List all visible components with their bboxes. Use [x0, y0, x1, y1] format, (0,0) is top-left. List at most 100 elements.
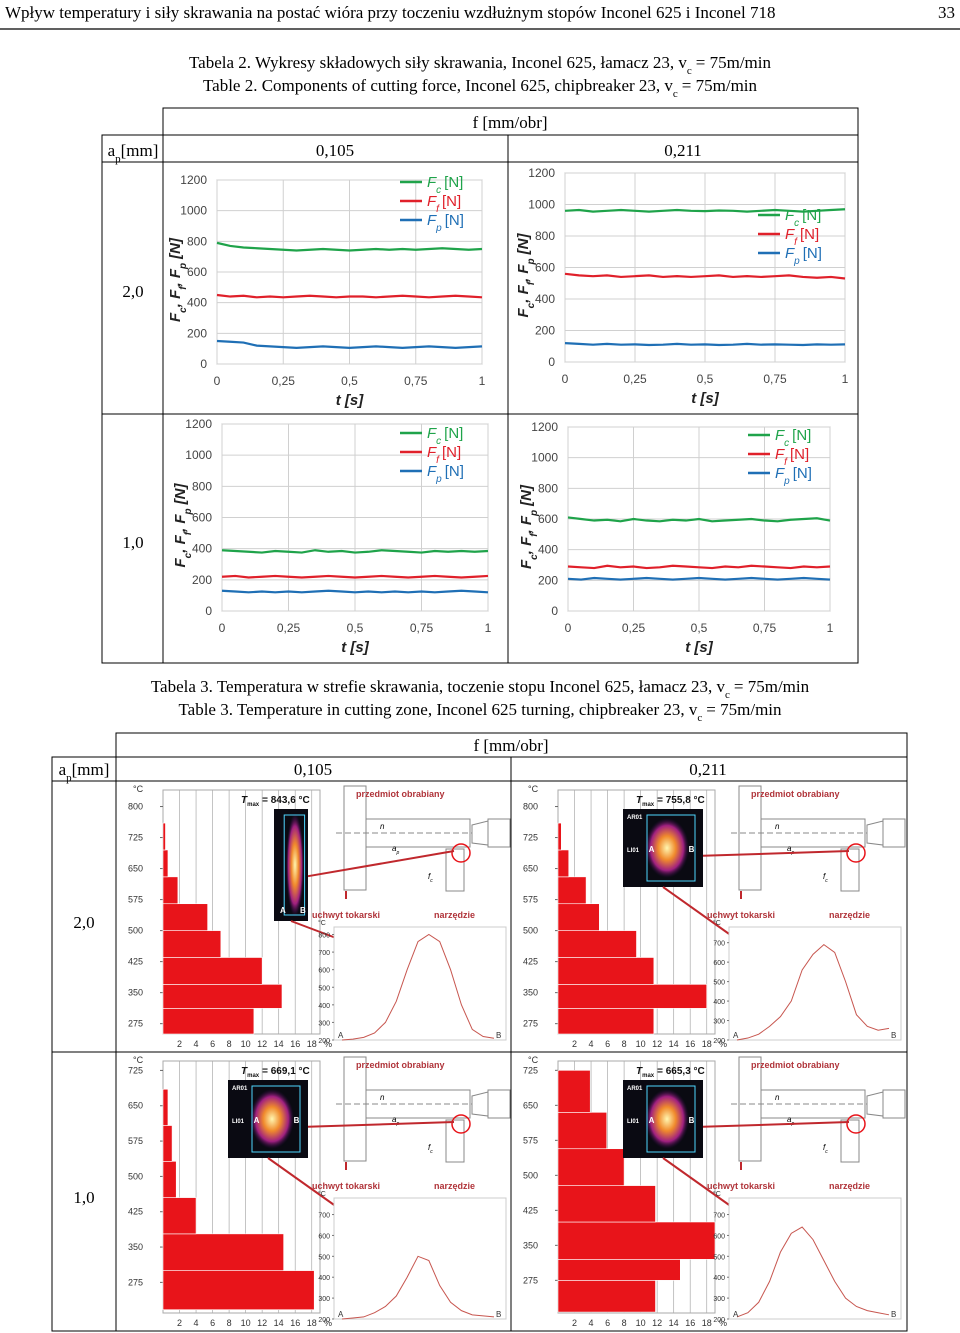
x-tick-label: 0,25 [623, 372, 647, 386]
profile-tick-label: 600 [318, 968, 330, 975]
tool-holder [445, 1119, 465, 1163]
legend-symbol: F [427, 463, 437, 480]
y-tick-label: 575 [128, 895, 143, 905]
y-label-part: F [167, 312, 184, 322]
x-tick-label: 2 [572, 1318, 577, 1328]
text-tail: [mm] [72, 760, 110, 779]
legend-symbol: F [785, 245, 795, 262]
roi-frame [646, 1085, 696, 1153]
histogram-bar [557, 849, 570, 878]
y-label-sub: c [183, 552, 194, 558]
profile-area [728, 1197, 902, 1320]
tmax-value: = 755,8 °C [657, 795, 705, 806]
x-unit: % [719, 1039, 727, 1049]
y-tick-label: 650 [523, 864, 538, 874]
histogram-bar [557, 822, 562, 851]
main-text: Table 2. Components of cutting force, In… [203, 76, 673, 95]
tmax-symbol: T [241, 795, 248, 806]
y-tick-label: 575 [523, 895, 538, 905]
y-unit: °C [133, 784, 144, 794]
legend-sub: c [436, 185, 441, 196]
image-label: AR01 [232, 1086, 248, 1092]
y-label-part: F [172, 558, 189, 568]
heat-spot [645, 818, 689, 878]
profile-tick-label: 700 [318, 950, 330, 957]
y-tick-label: 575 [128, 1136, 143, 1146]
histogram-bar [557, 1070, 591, 1113]
cutting-zone [846, 843, 866, 863]
force-line [221, 589, 489, 594]
page-number: 33 [938, 3, 955, 22]
workpiece-label: przedmiot obrabiany [356, 1060, 445, 1070]
histogram-bar [557, 1008, 655, 1035]
tmax-sub: max [642, 802, 655, 808]
heat-spot [286, 813, 304, 917]
y-tick-label: 200 [187, 326, 207, 340]
profile-tick-label: 700 [713, 941, 725, 948]
tmax-label: Tmax = 755,8 °C [636, 795, 705, 808]
x-tick-label: 1 [827, 621, 834, 635]
chuck [343, 1056, 367, 1162]
y-label-sub: f [526, 280, 537, 285]
histogram-bar [162, 984, 283, 1009]
tmax-value: = 665,3 °C [657, 1066, 705, 1077]
y-tick-label: 800 [192, 479, 212, 493]
y-tick-label: 800 [538, 481, 558, 495]
cutting-zone [451, 1114, 471, 1134]
x-tick-label: 0,75 [410, 621, 434, 635]
roi-frame [251, 1085, 301, 1153]
y-axis-label: Fc, Ff, Fp[N] [172, 482, 194, 567]
legend-entry: Fp [N] [775, 465, 812, 487]
y-label-part: , F [518, 515, 535, 534]
tool [471, 820, 489, 846]
x-tick-label: 8 [227, 1318, 232, 1328]
profile-tick-label: 300 [318, 1020, 330, 1027]
profile-tick-label: 400 [318, 1003, 330, 1010]
main-text: a [392, 1115, 397, 1124]
force-line [564, 208, 846, 213]
image-label: AR01 [627, 815, 643, 821]
main-text: f [823, 872, 826, 881]
profile-tick-label: 300 [318, 1296, 330, 1303]
tmax-label: Tmax = 665,3 °C [636, 1066, 705, 1079]
feed-label: fc [428, 1143, 433, 1155]
image-label: A [280, 906, 286, 915]
x-tick-label: 6 [210, 1318, 215, 1328]
text-tail: = 75m/min [682, 76, 758, 95]
x-axis-label: t [s] [691, 390, 720, 407]
profile-end: B [891, 1310, 896, 1319]
arrow [307, 850, 455, 878]
legend-unit: [N] [445, 212, 464, 229]
y-tick-label: 1200 [531, 420, 558, 434]
y-tick-label: 600 [535, 261, 555, 275]
tool-label: narzędzie [434, 1181, 475, 1191]
subscript: c [825, 878, 828, 884]
x-tick-label: 10 [636, 1039, 646, 1049]
y-tick-label: 0 [205, 604, 212, 618]
workpiece-label: przedmiot obrabiany [751, 789, 840, 799]
histogram-bar [162, 1197, 197, 1235]
legend-sub: f [436, 455, 440, 466]
force-line [216, 293, 483, 299]
main-text: Tabela 2. Wykresy składowych siły skrawa… [189, 53, 687, 72]
column-header: f [mm/obr] [472, 113, 547, 132]
column-label: 0,105 [316, 141, 354, 160]
histogram-bar [162, 1233, 284, 1271]
profile-tick-label: 300 [713, 1296, 725, 1303]
heat-spot [645, 1089, 689, 1149]
force-line [564, 272, 846, 280]
column-label: 0,211 [689, 760, 727, 779]
y-tick-label: 650 [523, 1100, 538, 1110]
y-label-part: F [518, 559, 535, 569]
caption-en: Table 2. Components of cutting force, In… [203, 76, 758, 100]
tailstock [882, 1089, 906, 1119]
y-tick-label: 0 [548, 355, 555, 369]
y-tick-label: 575 [523, 1135, 538, 1145]
x-tick-label: 14 [669, 1318, 679, 1328]
profile-tick-label: 500 [713, 1254, 725, 1261]
y-tick-label: 1000 [180, 204, 207, 218]
subscript: p [66, 772, 72, 784]
y-label-sub: p [529, 510, 540, 517]
image-label: A [649, 1116, 655, 1125]
x-tick-label: 16 [290, 1039, 300, 1049]
